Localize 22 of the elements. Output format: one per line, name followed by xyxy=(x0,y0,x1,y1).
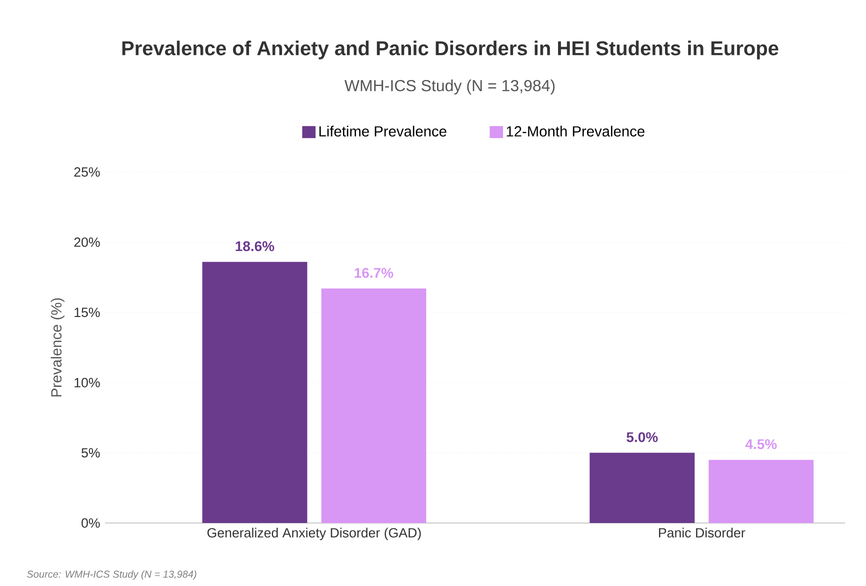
y-tick-label: 5% xyxy=(82,448,100,458)
bar xyxy=(590,452,695,524)
data-label: 18.6% xyxy=(236,241,274,252)
x-tick-label: Generalized Anxiety Disorder (GAD) xyxy=(207,528,421,540)
y-tick-label: 25% xyxy=(74,167,100,177)
y-tick-label: 15% xyxy=(74,308,100,318)
data-label: 4.5% xyxy=(745,439,777,450)
y-tick-label: 20% xyxy=(74,237,100,247)
bar xyxy=(321,288,426,524)
legend-label: 12-Month Prevalence xyxy=(506,126,644,137)
legend-label: Lifetime Prevalence xyxy=(319,126,446,137)
bar xyxy=(202,262,308,524)
y-tick-label: 10% xyxy=(74,378,100,388)
y-axis-title: Prevalence (%) xyxy=(50,298,64,396)
chart-subtitle: WMH-ICS Study (N = 13,984) xyxy=(344,80,555,94)
bar xyxy=(708,460,814,524)
y-tick-label: 0% xyxy=(82,518,100,528)
data-label: 5.0% xyxy=(626,432,658,442)
x-tick-label: Panic Disorder xyxy=(659,528,746,538)
source-note: Source: WMH-ICS Study (N = 13,984) xyxy=(27,570,196,580)
chart-title: Prevalence of Anxiety and Panic Disorders in HEI Students in Europe xyxy=(122,40,778,60)
data-label: 16.7% xyxy=(354,268,394,278)
